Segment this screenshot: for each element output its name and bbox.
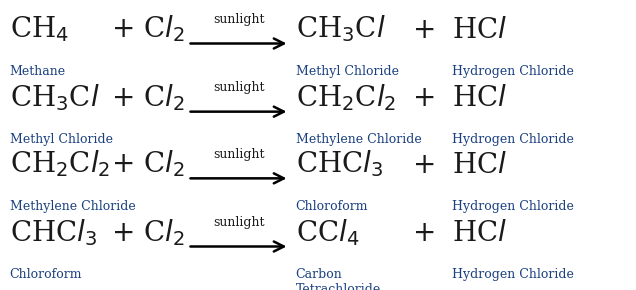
Text: $+\ \mathdefault{C}\mathit{l}_{2}$: $+\ \mathdefault{C}\mathit{l}_{2}$ xyxy=(111,148,185,179)
Text: $\mathdefault{CC}\mathit{l}_{4}$: $\mathdefault{CC}\mathit{l}_{4}$ xyxy=(296,217,359,247)
Text: $\mathdefault{HC}\mathit{l}$: $\mathdefault{HC}\mathit{l}$ xyxy=(452,17,506,44)
Text: $\mathdefault{CH}_{3}\mathdefault{C}\mathit{l}$: $\mathdefault{CH}_{3}\mathdefault{C}\mat… xyxy=(296,14,385,44)
Text: $+\ \mathdefault{C}\mathit{l}_{2}$: $+\ \mathdefault{C}\mathit{l}_{2}$ xyxy=(111,14,185,44)
Text: $+$: $+$ xyxy=(411,152,434,179)
Text: $+\ \mathdefault{C}\mathit{l}_{2}$: $+\ \mathdefault{C}\mathit{l}_{2}$ xyxy=(111,217,185,247)
Text: Hydrogen Chloride: Hydrogen Chloride xyxy=(452,65,574,78)
Text: Hydrogen Chloride: Hydrogen Chloride xyxy=(452,268,574,281)
Text: $+$: $+$ xyxy=(411,85,434,112)
Text: sunlight: sunlight xyxy=(213,13,264,26)
Text: Carbon
Tetrachloride: Carbon Tetrachloride xyxy=(296,268,381,290)
Text: $\mathdefault{HC}\mathit{l}$: $\mathdefault{HC}\mathit{l}$ xyxy=(452,85,506,112)
Text: $\mathdefault{CHC}\mathit{l}_{3}$: $\mathdefault{CHC}\mathit{l}_{3}$ xyxy=(296,148,383,179)
Text: $+$: $+$ xyxy=(411,220,434,247)
Text: $\mathdefault{CH}_{3}\mathdefault{C}\mathit{l}$: $\mathdefault{CH}_{3}\mathdefault{C}\mat… xyxy=(10,82,99,113)
Text: $+$: $+$ xyxy=(411,17,434,44)
Text: Methyl Chloride: Methyl Chloride xyxy=(10,133,113,146)
Text: Methane: Methane xyxy=(10,65,66,78)
Text: Methyl Chloride: Methyl Chloride xyxy=(296,65,399,78)
Text: sunlight: sunlight xyxy=(213,148,264,161)
Text: $\mathdefault{HC}\mathit{l}$: $\mathdefault{HC}\mathit{l}$ xyxy=(452,152,506,179)
Text: Methylene Chloride: Methylene Chloride xyxy=(10,200,135,213)
Text: sunlight: sunlight xyxy=(213,81,264,94)
Text: $+\ \mathdefault{C}\mathit{l}_{2}$: $+\ \mathdefault{C}\mathit{l}_{2}$ xyxy=(111,82,185,113)
Text: $\mathdefault{CHC}\mathit{l}_{3}$: $\mathdefault{CHC}\mathit{l}_{3}$ xyxy=(10,217,97,247)
Text: Chloroform: Chloroform xyxy=(10,268,82,281)
Text: $\mathdefault{CH}_{2}\mathdefault{C}\mathit{l}_{2}$: $\mathdefault{CH}_{2}\mathdefault{C}\mat… xyxy=(296,82,396,113)
Text: sunlight: sunlight xyxy=(213,216,264,229)
Text: $\mathdefault{CH}_{2}\mathdefault{C}\mathit{l}_{2}$: $\mathdefault{CH}_{2}\mathdefault{C}\mat… xyxy=(10,148,110,179)
Text: Hydrogen Chloride: Hydrogen Chloride xyxy=(452,133,574,146)
Text: Chloroform: Chloroform xyxy=(296,200,368,213)
Text: $\mathdefault{CH}_{4}$: $\mathdefault{CH}_{4}$ xyxy=(10,15,69,44)
Text: $\mathdefault{HC}\mathit{l}$: $\mathdefault{HC}\mathit{l}$ xyxy=(452,220,506,247)
Text: Methylene Chloride: Methylene Chloride xyxy=(296,133,422,146)
Text: Hydrogen Chloride: Hydrogen Chloride xyxy=(452,200,574,213)
